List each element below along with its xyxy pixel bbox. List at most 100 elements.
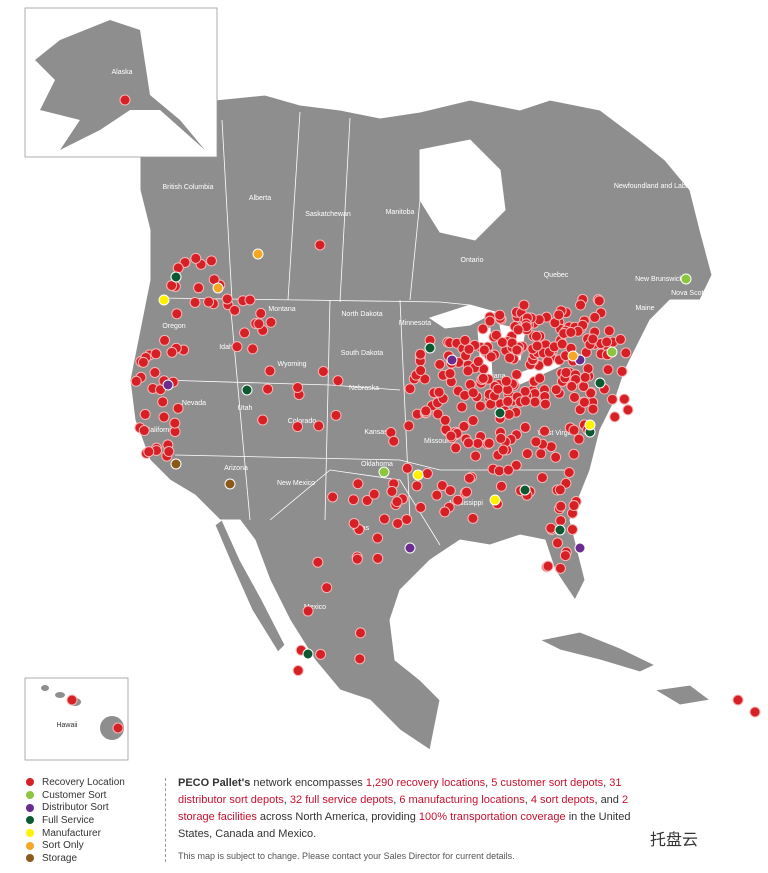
location-dot xyxy=(560,367,572,379)
description-text: in the United States, Canada and Mexico. xyxy=(178,811,631,840)
location-dot xyxy=(504,352,516,364)
map: Alaska Hawaii British Columbia Alberta Sas… xyxy=(24,7,761,761)
location-dot xyxy=(158,411,170,423)
location-dot xyxy=(467,415,479,427)
legend-label: Storage xyxy=(42,852,78,864)
location-dot xyxy=(478,344,490,356)
location-dot xyxy=(568,500,580,512)
location-dot xyxy=(568,424,580,436)
location-dot xyxy=(587,333,599,345)
location-dot xyxy=(189,296,201,308)
hispaniola xyxy=(653,684,712,706)
location-dot xyxy=(587,403,599,415)
border-line xyxy=(339,117,351,303)
location-dot xyxy=(620,347,632,359)
region-label: Wyoming xyxy=(277,361,306,368)
location-dot xyxy=(593,295,605,307)
location-dot xyxy=(521,448,533,460)
location-dot xyxy=(149,367,161,379)
location-dot xyxy=(614,333,626,345)
location-dot xyxy=(139,408,151,420)
location-dot xyxy=(404,383,416,395)
location-dot xyxy=(404,542,416,554)
description-text: 32 full service depots xyxy=(289,794,394,806)
region-label: New Mexico xyxy=(277,480,315,487)
region-label: Mexico xyxy=(304,604,326,611)
location-dot xyxy=(502,464,514,476)
description-text: 6 manufacturing locations xyxy=(399,794,525,806)
location-dot xyxy=(412,469,424,481)
legend-swatch xyxy=(26,854,34,863)
region-label: Arizona xyxy=(224,465,248,472)
location-dot xyxy=(618,393,630,405)
location-dot xyxy=(450,442,462,454)
location-dot xyxy=(518,299,530,311)
location-dot xyxy=(567,350,579,362)
location-dot xyxy=(378,466,390,478)
location-dot xyxy=(539,398,551,410)
location-dot xyxy=(470,450,482,462)
location-dot xyxy=(388,435,400,447)
location-dot xyxy=(680,273,692,285)
region-label: Montana xyxy=(268,306,295,313)
legend-label: Recovery Location xyxy=(42,776,125,788)
location-dot xyxy=(170,271,182,283)
region-label: Saskatchewan xyxy=(305,211,351,218)
location-dot xyxy=(622,404,634,416)
island xyxy=(55,692,65,698)
region-label: New Brunswick xyxy=(635,276,683,283)
legend-label: Manufacturer xyxy=(42,827,101,839)
region-label: Mississippi xyxy=(449,500,483,507)
location-dot xyxy=(403,420,415,432)
region-label: Alberta xyxy=(249,195,271,202)
landmass xyxy=(129,94,713,751)
location-dot xyxy=(574,542,586,554)
location-dot xyxy=(314,239,326,251)
legend-item: Sort Only xyxy=(26,839,125,852)
location-dot xyxy=(372,532,384,544)
location-dot xyxy=(495,480,507,492)
location-dot xyxy=(566,380,578,392)
location-dot xyxy=(536,472,548,484)
location-dot xyxy=(459,334,471,346)
legend-item: Customer Sort xyxy=(26,789,125,802)
legend-swatch xyxy=(26,829,34,838)
location-dot xyxy=(348,517,360,529)
location-dot xyxy=(302,648,314,660)
location-dot xyxy=(332,375,344,387)
location-dot xyxy=(444,368,456,380)
legend-swatch xyxy=(26,778,34,787)
location-dot xyxy=(137,356,149,368)
description-text: across North America, providing xyxy=(256,811,419,823)
location-dot xyxy=(732,694,744,706)
legend-label: Distributor Sort xyxy=(42,802,109,814)
region-label: Newfoundland and Labrador xyxy=(614,183,703,190)
location-dot xyxy=(555,500,567,512)
location-dot xyxy=(502,395,514,407)
region-label: Oregon xyxy=(162,323,185,330)
location-dot xyxy=(321,582,333,594)
divider xyxy=(165,778,166,862)
border-line xyxy=(229,299,251,521)
location-dot xyxy=(112,722,124,734)
location-dot xyxy=(445,430,457,442)
location-dot xyxy=(436,479,448,491)
region-label: Missouri xyxy=(424,438,451,445)
location-dot xyxy=(166,346,178,358)
island xyxy=(41,685,49,691)
lake-superior xyxy=(428,304,497,329)
location-dot xyxy=(292,421,304,433)
region-label: North Dakota xyxy=(341,311,382,318)
location-dot xyxy=(415,365,427,377)
region-label: New Jersey xyxy=(622,394,659,401)
location-dot xyxy=(378,513,390,525)
location-dot xyxy=(550,451,562,463)
region-label: Maine xyxy=(635,305,654,312)
location-dot xyxy=(530,330,542,342)
cuba xyxy=(538,631,657,673)
border-line xyxy=(287,111,301,301)
legend-label: Sort Only xyxy=(42,840,84,852)
region-label: Ontario xyxy=(461,257,484,264)
region-label: West Virginia xyxy=(538,430,579,437)
